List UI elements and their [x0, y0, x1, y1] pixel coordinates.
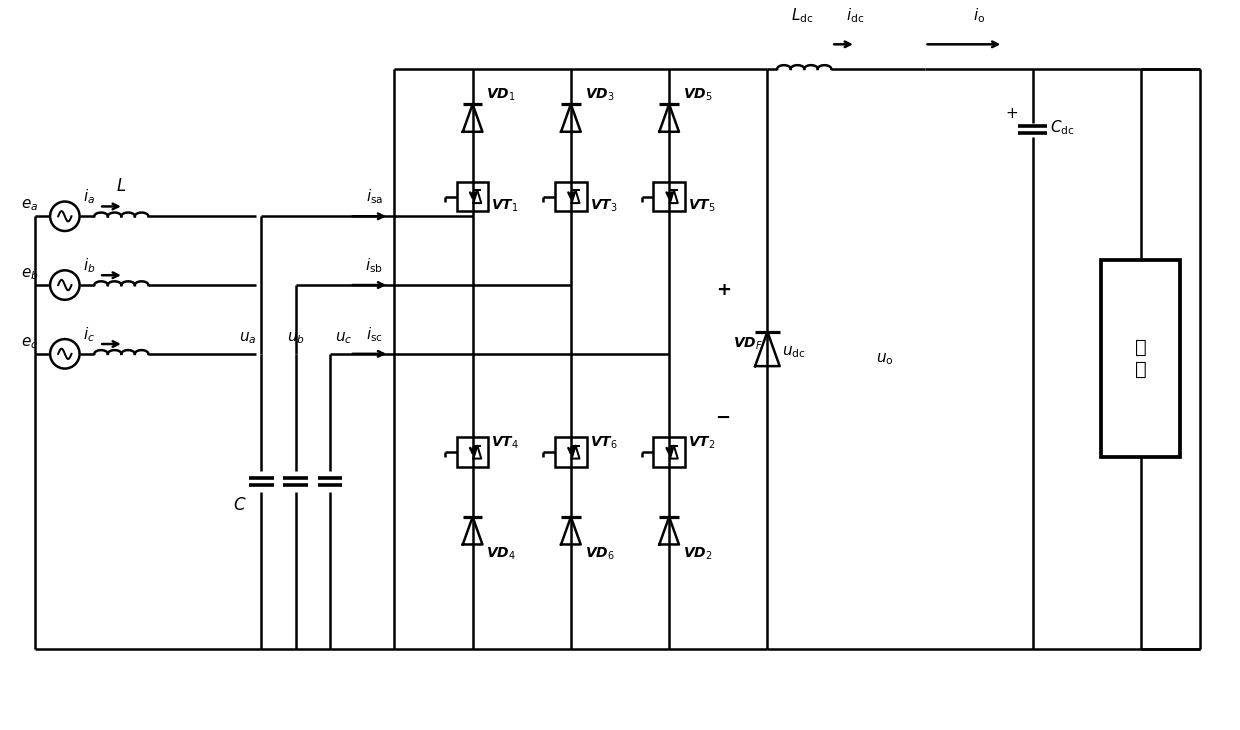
Text: VD$_5$: VD$_5$ [683, 87, 713, 103]
Text: VD$_3$: VD$_3$ [584, 87, 614, 103]
Text: $u_b$: $u_b$ [286, 330, 305, 346]
Text: VD$_1$: VD$_1$ [486, 87, 516, 103]
Text: $e_a$: $e_a$ [21, 198, 38, 213]
Text: VT$_3$: VT$_3$ [589, 197, 618, 214]
Text: $C_{\rm dc}$: $C_{\rm dc}$ [1050, 118, 1075, 137]
Text: $u_{\rm dc}$: $u_{\rm dc}$ [782, 344, 806, 360]
Bar [456, 182, 489, 212]
Bar [1101, 261, 1180, 457]
Text: VT$_5$: VT$_5$ [688, 197, 715, 214]
Text: VD$_2$: VD$_2$ [683, 545, 713, 562]
Text: $+$: $+$ [1004, 106, 1018, 120]
Text: VT$_4$: VT$_4$ [491, 435, 520, 451]
Text: $L_{\rm dc}$: $L_{\rm dc}$ [791, 6, 813, 25]
Text: VD$_4$: VD$_4$ [486, 545, 516, 562]
Text: $i_b$: $i_b$ [83, 256, 95, 275]
Text: VD$_F$: VD$_F$ [733, 336, 763, 352]
Text: $i_{\rm sb}$: $i_{\rm sb}$ [366, 256, 383, 275]
Text: $i_{\rm sc}$: $i_{\rm sc}$ [366, 326, 383, 344]
Text: $u_a$: $u_a$ [239, 330, 257, 346]
Bar [653, 182, 684, 212]
Text: VD$_6$: VD$_6$ [584, 545, 615, 562]
Text: +: + [715, 281, 730, 299]
Text: VT$_2$: VT$_2$ [688, 435, 715, 451]
Text: $L$: $L$ [117, 177, 126, 195]
Text: $u_c$: $u_c$ [335, 330, 352, 346]
Bar [456, 437, 489, 466]
Text: $i_{\rm dc}$: $i_{\rm dc}$ [846, 6, 864, 25]
Text: 负
载: 负 载 [1135, 338, 1147, 380]
Text: $i_a$: $i_a$ [83, 188, 94, 207]
Text: $i_c$: $i_c$ [83, 326, 94, 344]
Text: $e_b$: $e_b$ [21, 266, 38, 282]
Text: −: − [715, 409, 730, 427]
Text: $i_{\rm o}$: $i_{\rm o}$ [972, 6, 985, 25]
Text: $i_{\rm sa}$: $i_{\rm sa}$ [366, 188, 383, 207]
Bar [556, 437, 587, 466]
Text: VT$_6$: VT$_6$ [589, 435, 618, 451]
Text: $e_c$: $e_c$ [21, 335, 38, 351]
Bar [653, 437, 684, 466]
Text: VT$_1$: VT$_1$ [491, 197, 518, 214]
Text: $C$: $C$ [233, 496, 247, 515]
Bar [556, 182, 587, 212]
Text: $u_{\rm o}$: $u_{\rm o}$ [877, 351, 894, 366]
